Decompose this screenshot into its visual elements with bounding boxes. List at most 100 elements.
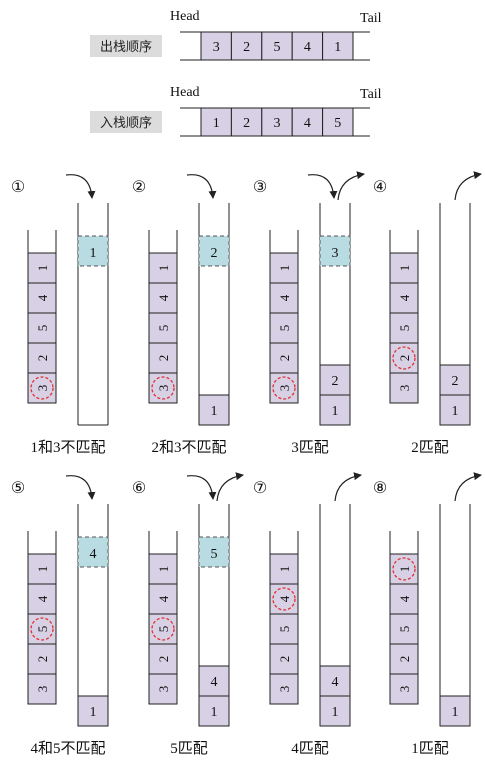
step-caption: 2和3不匹配	[151, 439, 226, 456]
column-a-cell	[269, 312, 299, 344]
column-a-value: 5	[397, 325, 412, 332]
current-match-circle	[272, 376, 296, 400]
column-a-value: 5	[35, 626, 50, 633]
column-a-cell	[389, 673, 419, 705]
column-a-cell	[269, 613, 299, 645]
queue-cell	[322, 31, 354, 61]
queue-cell-value: 1	[213, 116, 220, 131]
queue-cell-value: 2	[243, 40, 250, 55]
queue-cell-value: 2	[243, 116, 250, 131]
column-a-value: 5	[156, 325, 171, 332]
column-a-cell	[269, 673, 299, 705]
column-a-value: 2	[397, 355, 412, 362]
column-a-cell	[148, 252, 178, 284]
pending-cell	[319, 235, 351, 267]
column-a-value: 1	[35, 566, 50, 573]
queue-cell	[230, 31, 263, 61]
column-a-value: 5	[277, 325, 292, 332]
column-b-cell	[198, 695, 230, 727]
column-a-value: 2	[156, 355, 171, 362]
column-a-value: 5	[35, 325, 50, 332]
queue-head-label: Head	[170, 85, 200, 100]
column-a-cell	[27, 613, 57, 645]
column-a-cell	[27, 312, 57, 344]
column-b-cell	[319, 695, 351, 727]
column-a-value: 1	[277, 265, 292, 272]
step-number: ⑥	[132, 480, 146, 497]
column-a-cell	[269, 252, 299, 284]
column-a-cell	[27, 342, 57, 374]
column-a-value: 1	[397, 265, 412, 272]
column-a-value: 1	[397, 566, 412, 573]
column-b-cell	[439, 394, 471, 426]
queue-tail-label: Tail	[360, 11, 382, 26]
pop-arrow	[454, 171, 482, 201]
column-b-value: 1	[452, 404, 459, 419]
column-a-value: 4	[397, 294, 412, 301]
step-number: ⑦	[253, 480, 267, 497]
column-a-value: 1	[156, 265, 171, 272]
queue-cell	[200, 31, 232, 61]
queue-cell-value: 4	[304, 116, 311, 131]
current-match-circle	[151, 376, 175, 400]
queue-head-label: Head	[170, 9, 200, 24]
column-a-value: 1	[156, 566, 171, 573]
step-number: ③	[253, 179, 267, 196]
column-b-cell	[198, 394, 230, 426]
column-a-cell	[269, 643, 299, 675]
queue-label: 入栈顺序	[100, 116, 152, 131]
pop-arrow	[454, 472, 482, 502]
column-a-value: 3	[156, 686, 171, 693]
push-arrow	[65, 174, 96, 199]
pending-cell	[77, 235, 109, 267]
step-3: ③ 1 4 5 2 3 2 1 3 3匹配	[253, 171, 365, 456]
column-b-value: 1	[211, 705, 218, 720]
pop-arrow	[337, 171, 365, 201]
queue-cell-value: 4	[304, 40, 311, 55]
column-a-cell	[27, 282, 57, 314]
column-b-value: 2	[332, 374, 339, 389]
column-a-cell	[389, 643, 419, 675]
push-arrow	[186, 475, 217, 500]
queue-cell	[322, 107, 354, 137]
step-caption: 1和3不匹配	[30, 439, 105, 456]
queue-cell	[291, 107, 324, 137]
column-a-cell	[389, 553, 419, 585]
column-a-value: 2	[277, 656, 292, 663]
column-b-cell	[77, 695, 109, 727]
column-b-cell	[319, 665, 351, 697]
column-a-value: 2	[397, 656, 412, 663]
step-caption: 3匹配	[291, 439, 329, 456]
step-caption: 4匹配	[291, 740, 329, 757]
step-4: ④ 1 4 5 2 3 2 1 2匹配	[373, 171, 482, 456]
step-2: ② 1 4 5 2 3 1 2 2和3不匹配	[132, 174, 230, 456]
column-a-cell	[148, 312, 178, 344]
column-a-value: 3	[397, 385, 412, 392]
column-a-value: 5	[156, 626, 171, 633]
column-a-cell	[148, 282, 178, 314]
column-a-value: 3	[397, 686, 412, 693]
column-a-cell	[27, 673, 57, 705]
column-a-value: 3	[277, 686, 292, 693]
column-a-cell	[148, 673, 178, 705]
push-arrow	[65, 475, 96, 500]
step-number: ⑧	[373, 480, 387, 497]
step-1: ① 1 4 5 2 3 1 1和3不匹配	[11, 174, 109, 456]
column-a-cell	[148, 342, 178, 374]
column-b-value: 1	[90, 705, 97, 720]
pending-value: 4	[90, 547, 97, 562]
column-a-value: 5	[397, 626, 412, 633]
column-a-value: 3	[35, 686, 50, 693]
column-a-cell	[389, 583, 419, 615]
step-caption: 2匹配	[411, 439, 449, 456]
current-match-circle	[272, 587, 296, 611]
column-a-cell	[148, 372, 178, 404]
step-caption: 1匹配	[411, 740, 449, 757]
column-a-value: 4	[35, 595, 50, 602]
queue-push-order: 入栈顺序 Head Tail 1 2 3 4 5	[90, 85, 382, 137]
column-b-value: 1	[452, 705, 459, 720]
queue-tail-label: Tail	[360, 87, 382, 102]
step-number: ⑤	[11, 480, 25, 497]
column-a-cell	[27, 252, 57, 284]
queue-cell-value: 5	[334, 116, 341, 131]
